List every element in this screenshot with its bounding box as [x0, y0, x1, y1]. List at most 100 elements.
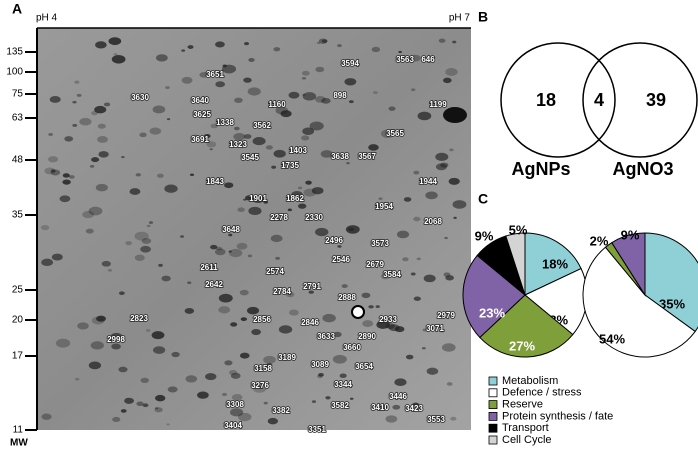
- gel-spot: [315, 95, 326, 103]
- gel-spot: [448, 177, 460, 185]
- gel-spot: [443, 107, 467, 123]
- spot-label: 2979: [437, 311, 455, 320]
- gel-spot: [263, 200, 269, 204]
- gel-spot: [322, 313, 336, 323]
- spot-label: 3691: [191, 135, 209, 144]
- gel-spot: [403, 197, 412, 202]
- gel-spot: [321, 39, 328, 43]
- gel-spot: [134, 231, 149, 241]
- gel-spot: [224, 360, 233, 366]
- gel-spot: [199, 72, 209, 78]
- gel-spot: [165, 86, 170, 90]
- gel-spot: [64, 136, 74, 142]
- gel-spot: [361, 292, 371, 299]
- gel-spot: [243, 134, 252, 139]
- spot-label: 3630: [131, 93, 149, 102]
- spot-label: 2823: [130, 314, 148, 323]
- pie-value-label: 18%: [542, 256, 568, 271]
- gel-spot: [413, 170, 420, 175]
- spot-label: 3404: [224, 421, 242, 430]
- gel-spot: [187, 281, 192, 285]
- spot-label: 2890: [358, 332, 376, 341]
- mw-marker: 25: [12, 285, 24, 296]
- legend-swatch: [488, 376, 498, 386]
- venn-circle: [500, 42, 616, 158]
- gel-spot: [449, 148, 454, 152]
- gel-spot: [187, 45, 194, 49]
- gel-spot: [113, 53, 118, 56]
- gel-spot: [206, 141, 217, 148]
- pie-value-label: 9%: [621, 227, 640, 242]
- gel-spot: [215, 81, 226, 88]
- gel-spot: [221, 392, 228, 397]
- gel-spot: [339, 373, 347, 378]
- gel-spot: [89, 164, 95, 168]
- gel-spot: [184, 307, 195, 314]
- gel-spot: [368, 144, 379, 151]
- gel-spot: [445, 68, 458, 76]
- gel-spot: [321, 97, 331, 104]
- pie-value-label: 23%: [479, 305, 505, 320]
- gel-spot: [297, 203, 307, 209]
- gel-spot: [410, 54, 421, 62]
- gel-spot: [96, 315, 106, 322]
- spot-label: 3308: [226, 400, 244, 409]
- gel-spot: [230, 322, 238, 327]
- gel-spot: [438, 38, 446, 43]
- mw-marker: 17: [12, 351, 24, 362]
- pie-slice: [611, 232, 646, 297]
- pie-slice: [505, 232, 526, 296]
- gel-spot: [72, 100, 77, 104]
- gel-spot: [161, 275, 171, 282]
- gel-spot: [333, 331, 342, 338]
- gel-spot: [392, 404, 401, 410]
- gel-spot: [301, 76, 307, 80]
- spot-label: 3382: [272, 406, 290, 415]
- gel-spot: [318, 372, 324, 377]
- pie-slice: [582, 246, 696, 358]
- spot-label: 2998: [107, 335, 125, 344]
- spot-label: 3625: [193, 110, 211, 119]
- gel-spot: [151, 331, 165, 340]
- spot-label: 898: [333, 91, 347, 100]
- gel-spot: [215, 41, 225, 48]
- gel-spot: [371, 46, 381, 53]
- gel-spot: [291, 191, 303, 199]
- gel-spot: [231, 394, 243, 401]
- spot-label: 3633: [317, 332, 335, 341]
- gel-spot: [124, 397, 134, 404]
- gel-spot: [216, 246, 223, 251]
- gel-spot: [230, 372, 241, 379]
- gel-spot: [112, 416, 121, 423]
- spot-label: 3553: [427, 415, 445, 424]
- gel-spot: [398, 50, 402, 54]
- pie-value-label: 2%: [590, 233, 609, 248]
- gel-spot: [155, 394, 166, 402]
- spot-label: 3660: [343, 343, 361, 352]
- spot-label: 1735: [281, 161, 299, 170]
- spot-label: 2068: [424, 217, 442, 226]
- gel-spot: [311, 187, 324, 195]
- gel-spot: [41, 258, 54, 267]
- gel-spot: [275, 256, 280, 260]
- spot-label: 1843: [206, 177, 224, 186]
- gel-spot: [94, 105, 107, 114]
- gel-spot: [149, 127, 162, 135]
- gel-spot: [375, 305, 380, 308]
- gel-spot: [181, 49, 186, 52]
- gel-spot: [372, 91, 378, 95]
- spot-label: 2791: [303, 282, 321, 291]
- gel-spot: [263, 401, 268, 405]
- spot-label: 2278: [270, 213, 288, 222]
- gel-spot: [230, 408, 244, 417]
- venn-circle: [582, 42, 698, 158]
- gel-spot: [405, 354, 414, 360]
- spot-label: 2330: [305, 213, 323, 222]
- gel-spot: [108, 37, 122, 46]
- gel-spot: [396, 230, 410, 239]
- gel-spot: [440, 329, 445, 333]
- spot-label: 1944: [419, 177, 437, 186]
- gel-spot: [247, 306, 260, 315]
- gel-spot: [248, 206, 262, 216]
- gel-spot: [346, 162, 350, 165]
